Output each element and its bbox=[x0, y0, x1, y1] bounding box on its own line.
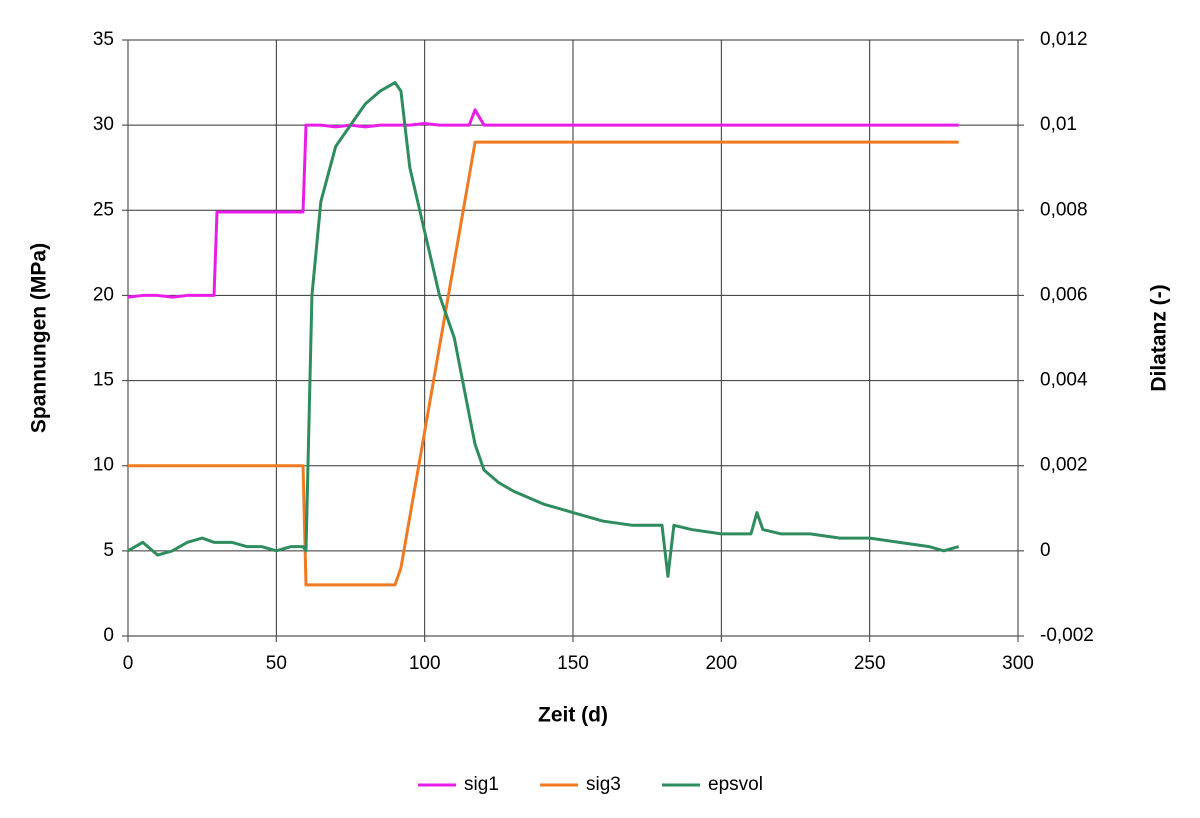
y2-tick-label: 0,006 bbox=[1040, 284, 1088, 305]
x-tick-label: 100 bbox=[409, 653, 441, 674]
y-tick-label: 35 bbox=[93, 29, 114, 50]
series-line bbox=[128, 140, 959, 587]
y2-tick-label: 0,01 bbox=[1040, 114, 1077, 135]
legend-label: sig1 bbox=[464, 774, 499, 795]
y2-tick-label: 0 bbox=[1040, 540, 1051, 561]
legend-label: epsvol bbox=[708, 774, 763, 795]
x-tick-label: 150 bbox=[557, 653, 589, 674]
series-line bbox=[127, 108, 959, 299]
y-axis-title: Spannungen (MPa) bbox=[28, 243, 51, 433]
x-tick-label: 0 bbox=[123, 653, 134, 674]
x-tick-label: 50 bbox=[266, 653, 287, 674]
y-tick-label: 10 bbox=[93, 455, 114, 476]
series-line bbox=[127, 81, 960, 578]
y-tick-label: 15 bbox=[93, 370, 114, 391]
y2-tick-label: 0,008 bbox=[1040, 199, 1088, 220]
legend-label: sig3 bbox=[586, 774, 621, 795]
y2-axis-title: Dilatanz (-) bbox=[1148, 284, 1171, 391]
y2-tick-label: -0,002 bbox=[1040, 625, 1094, 646]
y2-tick-label: 0,004 bbox=[1040, 370, 1088, 391]
x-axis-title: Zeit (d) bbox=[538, 704, 608, 727]
y-tick-label: 0 bbox=[103, 625, 114, 646]
y-tick-label: 25 bbox=[93, 199, 114, 220]
y-tick-label: 5 bbox=[103, 540, 114, 561]
x-tick-label: 300 bbox=[1002, 653, 1034, 674]
y2-tick-label: 0,002 bbox=[1040, 455, 1088, 476]
x-tick-label: 200 bbox=[705, 653, 737, 674]
y-tick-label: 20 bbox=[93, 284, 114, 305]
y2-tick-label: 0,012 bbox=[1040, 29, 1088, 50]
y-tick-label: 30 bbox=[93, 114, 114, 135]
x-tick-label: 250 bbox=[854, 653, 886, 674]
